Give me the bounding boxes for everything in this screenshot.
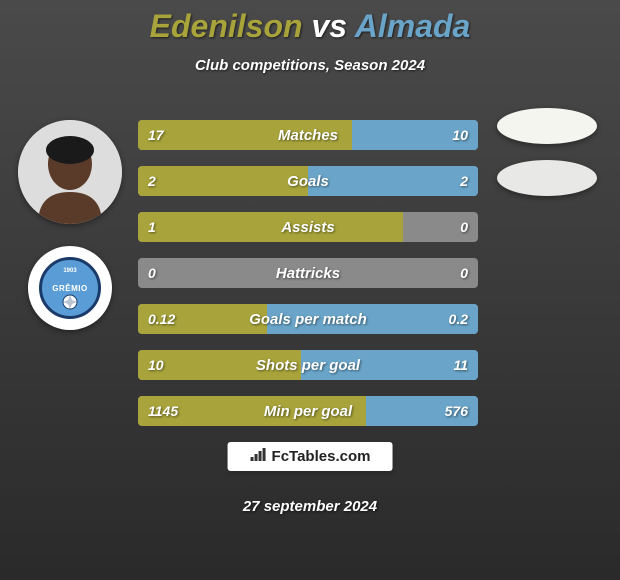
stat-row: 22Goals: [138, 166, 478, 196]
player-photo: [18, 120, 122, 224]
club-logo: 1903 GRÊMIO: [28, 246, 112, 330]
stat-value-right: 0.2: [449, 304, 468, 334]
stat-row: 1145576Min per goal: [138, 396, 478, 426]
stat-label: Hattricks: [138, 258, 478, 288]
stat-value-left: 1: [148, 212, 156, 242]
bar-fill-right: [301, 350, 478, 380]
stat-value-right: 0: [460, 212, 468, 242]
title-player2: Almada: [355, 8, 471, 44]
title-vs: vs: [311, 8, 347, 44]
page-title: Edenilson vs Almada: [0, 0, 620, 45]
hair-shape: [46, 136, 94, 164]
stat-row: 0 0Hattricks: [138, 258, 478, 288]
stat-row: 10Assists: [138, 212, 478, 242]
bar-fill-left: [138, 166, 308, 196]
stat-row: 0.120.2Goals per match: [138, 304, 478, 334]
right-column: [492, 108, 602, 212]
footer-date: 27 september 2024: [0, 498, 620, 515]
stat-value-left: 0.12: [148, 304, 175, 334]
subtitle: Club competitions, Season 2024: [0, 57, 620, 74]
stat-value-left: 10: [148, 350, 164, 380]
left-column: 1903 GRÊMIO: [18, 120, 122, 330]
club-year: 1903: [63, 268, 76, 274]
stat-value-right: 11: [453, 350, 468, 380]
stat-value-left: 2: [148, 166, 156, 196]
ellipse-2: [497, 160, 597, 196]
club-text: GRÊMIO: [52, 284, 87, 293]
stat-value-right: 576: [445, 396, 468, 426]
ellipse-1: [497, 108, 597, 144]
stat-value-right: 0: [460, 258, 468, 288]
title-player1: Edenilson: [150, 8, 303, 44]
footer-logo: FcTables.com: [228, 442, 393, 471]
stat-row: 1011Shots per goal: [138, 350, 478, 380]
bar-fill-left: [138, 120, 352, 150]
content-wrapper: Edenilson vs Almada Club competitions, S…: [0, 0, 620, 580]
stats-bars: 1710Matches22Goals10Assists00Hattricks0.…: [138, 120, 478, 442]
stat-value-left: 0: [148, 258, 156, 288]
bar-fill-right: [267, 304, 478, 334]
stat-value-right: 10: [452, 120, 468, 150]
chart-icon: [250, 448, 268, 465]
stat-value-left: 17: [148, 120, 164, 150]
stat-value-right: 2: [460, 166, 468, 196]
club-logo-inner: 1903 GRÊMIO: [39, 257, 101, 319]
bar-fill-right: [308, 166, 478, 196]
footer-logo-text: FcTables.com: [272, 448, 371, 465]
stat-row: 1710Matches: [138, 120, 478, 150]
stat-value-left: 1145: [148, 396, 178, 426]
bar-fill-left: [138, 212, 403, 242]
